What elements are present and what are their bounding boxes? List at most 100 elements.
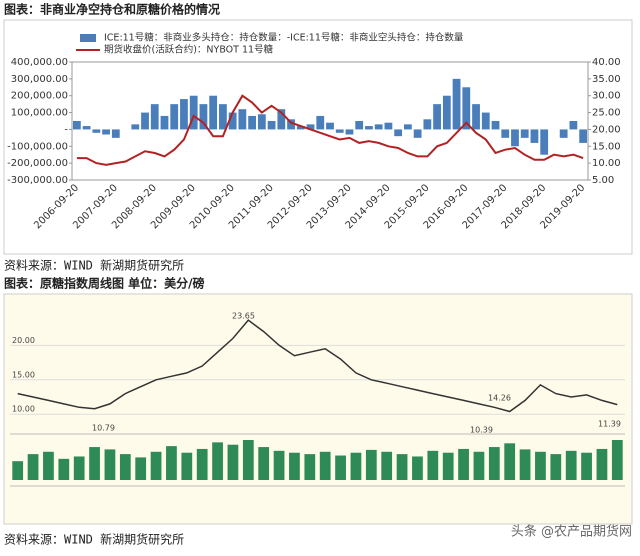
volume-bar: [89, 447, 100, 480]
source: 资料来源：WIND 新湖期货研究所: [4, 532, 184, 547]
price-line: [17, 319, 618, 413]
annotation: 10.79: [92, 424, 115, 433]
bar: [72, 121, 81, 130]
volume-bar: [596, 448, 608, 480]
volume-bar: [611, 440, 623, 480]
bar: [209, 95, 218, 130]
y-tick-label: 10.00: [12, 405, 35, 414]
volume-bar: [212, 442, 223, 480]
bar: [481, 112, 490, 130]
volume-bar: [43, 451, 54, 480]
bar: [326, 122, 334, 130]
bar: [355, 121, 364, 130]
bar: [413, 129, 422, 138]
caption: 图表：原糖指数周线图 单位：美分/磅: [4, 276, 205, 291]
volume-bar: [258, 447, 270, 480]
legend-swatch: [80, 34, 96, 42]
volume-bar: [135, 457, 147, 480]
bar: [238, 109, 247, 130]
volume-bar: [319, 451, 331, 480]
chart-frame: [3, 293, 633, 525]
volume-bar: [304, 454, 316, 480]
bar: [394, 129, 403, 137]
volume-bar: [381, 451, 393, 480]
bar: [131, 124, 140, 130]
legend-label: ICE:11号糖：非商业多头持仓：持仓数量：-ICE:11号糖：非商业空头持仓：…: [104, 32, 464, 44]
bar: [102, 129, 110, 135]
y-tick-label: 20.00: [12, 336, 35, 345]
y-tick-label: 15.00: [12, 370, 35, 379]
y2-tick-label: 30.00: [592, 91, 621, 102]
volume-bar: [273, 450, 285, 480]
y-tick-label: -: [64, 124, 68, 135]
bar: [228, 112, 237, 130]
y2-tick-label: 40.00: [592, 57, 621, 68]
bar: [472, 104, 480, 130]
bar: [501, 129, 510, 138]
volume-bar: [166, 446, 177, 480]
volume-bar: [565, 450, 577, 480]
volume-bar: [335, 455, 346, 480]
volume-bar: [535, 451, 546, 480]
y2-tick-label: 35.00: [592, 74, 621, 85]
volume-bar: [396, 454, 408, 480]
bar: [384, 122, 393, 130]
bar: [189, 95, 198, 130]
bar: [579, 129, 588, 143]
plot-frame: [71, 61, 589, 181]
y-tick-label: 400,000.00: [11, 57, 68, 68]
source: 资料来源：WIND 新湖期货研究所: [4, 258, 184, 273]
bar: [170, 104, 179, 130]
chart-frame: [3, 19, 633, 255]
y2-tick-label: 25.00: [592, 108, 621, 119]
bar: [491, 121, 500, 130]
bar: [219, 104, 227, 130]
bar: [111, 129, 120, 138]
bar: [345, 129, 354, 135]
bar: [462, 87, 471, 130]
volume-bar: [581, 452, 592, 480]
volume-bar: [104, 449, 116, 480]
annotation: 14.26: [488, 394, 511, 403]
volume-bar: [365, 449, 377, 480]
bar: [540, 129, 549, 155]
y-tick-label: -100,000.00: [7, 141, 68, 152]
volume-bar: [242, 440, 254, 480]
watermark: 头条 @农产品期货网: [511, 524, 632, 540]
bar: [365, 126, 373, 130]
bar: [374, 124, 383, 130]
y-tick-label: -300,000.00: [7, 175, 68, 186]
volume-bar: [488, 447, 500, 480]
bar: [257, 114, 266, 130]
bar: [316, 115, 325, 130]
volume-bar: [442, 452, 454, 480]
volume-bar: [412, 456, 423, 480]
bar: [423, 119, 432, 130]
volume-bar: [150, 451, 162, 480]
volume-bar: [504, 443, 516, 480]
bar: [511, 129, 519, 147]
volume-bar: [196, 448, 208, 480]
bar: [296, 126, 305, 130]
volume-bar: [473, 451, 485, 480]
bar: [248, 115, 257, 130]
volume-bar: [227, 444, 239, 480]
volume-bar: [350, 452, 362, 480]
bar: [569, 121, 578, 130]
legend-label: 期货收盘价(活跃合约)：NYBOT 11号糖: [104, 44, 274, 56]
bar: [442, 95, 451, 130]
bar: [287, 119, 295, 130]
bar: [82, 126, 91, 130]
y2-tick-label: 10.00: [592, 158, 621, 169]
bar: [199, 104, 208, 130]
bar: [530, 129, 539, 143]
bar: [277, 109, 286, 130]
y-tick-label: 100,000.00: [11, 108, 68, 119]
volume-bar: [27, 454, 39, 480]
volume-bar: [181, 452, 193, 480]
y-tick-label: 200,000.00: [11, 91, 68, 102]
annotation: 23.65: [232, 312, 255, 321]
annotation: 11.39: [598, 420, 621, 429]
